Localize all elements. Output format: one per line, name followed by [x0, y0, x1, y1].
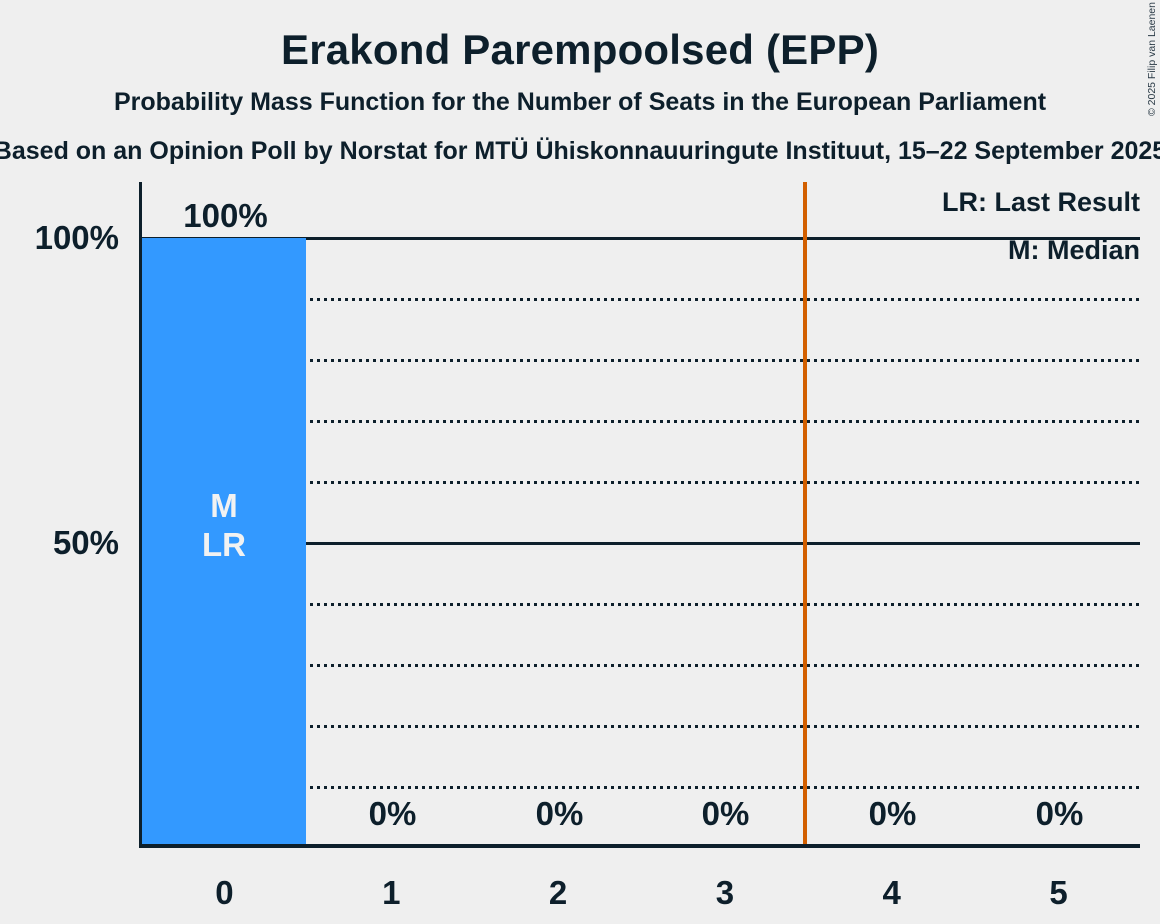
gridline-20pct [142, 725, 1140, 728]
gridline-80pct [142, 359, 1140, 362]
bar-value-label-3: 0% [701, 795, 750, 832]
majority-threshold-line [803, 182, 807, 844]
copyright-notice: © 2025 Filip van Laenen [1146, 2, 1158, 116]
x-tick-5: 5 [1049, 874, 1068, 911]
gridline-90pct [142, 298, 1140, 301]
median-marker-label: M [210, 487, 238, 524]
bar-value-label-2: 0% [535, 795, 584, 832]
x-tick-3: 3 [715, 874, 735, 911]
bar-value-label-4: 0% [868, 795, 917, 832]
plot-area: M LR 100% 0% 0% 0% 0% 0% [139, 182, 1140, 848]
x-tick-1: 1 [382, 874, 401, 911]
source-line: Based on an Opinion Poll by Norstat for … [0, 137, 1160, 165]
legend-last-result: LR: Last Result [941, 187, 1140, 217]
gridline-100pct [142, 237, 1140, 240]
bar-seat-0 [142, 238, 306, 844]
gridline-10pct [142, 786, 1140, 789]
x-tick-0: 0 [215, 874, 234, 911]
bar-value-label-0: 100% [183, 197, 268, 234]
gridline-50pct [142, 542, 1140, 545]
page-title: Erakond Parempoolsed (EPP) [280, 26, 880, 73]
y-tick-100: 100% [34, 219, 119, 256]
y-tick-50: 50% [52, 524, 119, 561]
gridline-40pct [142, 603, 1140, 606]
gridline-60pct [142, 481, 1140, 484]
legend-median: M: Median [1008, 235, 1140, 265]
bar-value-label-5: 0% [1035, 795, 1084, 832]
gridline-30pct [142, 664, 1140, 667]
chart-subtitle: Probability Mass Function for the Number… [113, 88, 1047, 116]
x-tick-2: 2 [548, 874, 568, 911]
gridline-70pct [142, 420, 1140, 423]
bar-annotation-median-lastresult: M LR [142, 486, 306, 564]
bar-value-label-1: 0% [368, 795, 417, 832]
x-axis: 0 1 2 3 4 5 [141, 873, 1142, 913]
x-tick-4: 4 [882, 874, 901, 911]
last-result-marker-label: LR [202, 526, 246, 563]
